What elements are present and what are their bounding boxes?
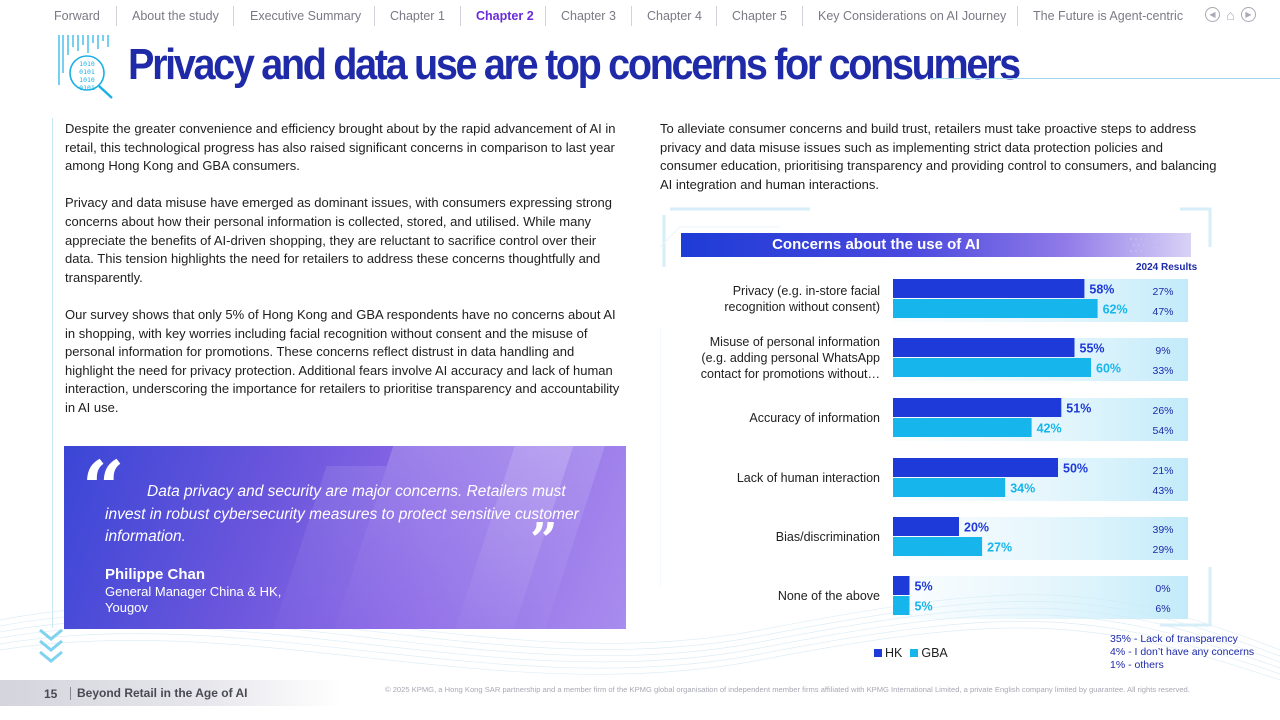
top-navigation: Forward About the study Executive Summar… [0, 0, 1280, 32]
legend-item-hk: HK [874, 646, 902, 660]
left-column-rule [52, 118, 53, 628]
nav-separator [116, 6, 117, 26]
nav-chapter-1[interactable]: Chapter 1 [390, 9, 445, 23]
note-line: 4% - I don’t have any concerns [1110, 646, 1255, 658]
category-label: Privacy (e.g. in-store facial recognition… [724, 283, 880, 315]
page-number: 15 [44, 687, 58, 701]
left-body-text: Despite the greater convenience and effi… [65, 120, 621, 436]
nav-separator [374, 6, 375, 26]
category-label-line: Accuracy of information [749, 410, 880, 425]
category-label: Lack of human interaction [737, 470, 880, 486]
nav-chapter-2[interactable]: Chapter 2 [476, 9, 534, 23]
category-label-line: recognition without consent) [724, 299, 880, 314]
chart-title: Concerns about the use of AI [772, 236, 980, 253]
quote-author-role: General Manager China & HK, Yougov [105, 584, 325, 616]
nav-separator [545, 6, 546, 26]
nav-chapter-5[interactable]: Chapter 5 [732, 9, 787, 23]
nav-about-the-study[interactable]: About the study [132, 9, 219, 23]
category-label-line: None of the above [777, 588, 880, 603]
nav-future-agent-centric[interactable]: The Future is Agent-centric [1033, 9, 1184, 23]
note-line: 35% - Lack of transparency [1110, 633, 1238, 645]
quote-role-line: Yougov [105, 600, 148, 615]
quote-text: Data privacy and security are major conc… [105, 481, 595, 549]
binary-text: 0101 [79, 84, 95, 92]
chart-header-band [681, 233, 1191, 257]
quote-role-line: General Manager China & HK, [105, 584, 282, 599]
quote-body: Data privacy and security are major conc… [105, 483, 579, 545]
right-body-text: To alleviate consumer concerns and build… [660, 121, 1217, 192]
paragraph: Despite the greater convenience and effi… [65, 121, 616, 174]
category-label-line: Privacy (e.g. in-store facial [732, 283, 880, 298]
category-label-line: (e.g. adding personal WhatsApp [701, 350, 880, 365]
nav-separator [233, 6, 234, 26]
scroll-down-chevrons-icon [39, 628, 63, 663]
back-icon[interactable]: ◀ [1205, 7, 1220, 22]
nav-chapter-4[interactable]: Chapter 4 [647, 9, 702, 23]
category-label: None of the above [778, 588, 880, 604]
paragraph: Privacy and data misuse have emerged as … [65, 195, 612, 285]
category-label-line: Lack of human interaction [736, 470, 880, 485]
category-label-line: Bias/discrimination [775, 529, 880, 544]
nav-separator [460, 6, 461, 26]
open-quote-icon: “ [82, 446, 125, 532]
binary-text: 0101 [79, 68, 95, 76]
title-rule [930, 78, 1280, 79]
binary-text: 1010 [79, 76, 95, 84]
nav-separator [631, 6, 632, 26]
home-icon[interactable]: ⌂ [1226, 6, 1235, 23]
nav-icon-group: ◀ ⌂ ▶ [1205, 6, 1256, 23]
legend-item-gba: GBA [910, 646, 948, 660]
dot-pattern-icon [1129, 237, 1161, 253]
category-label: Accuracy of information [749, 410, 880, 426]
nav-executive-summary[interactable]: Executive Summary [250, 9, 362, 23]
binary-text: 1010 [79, 60, 95, 68]
page-title: Privacy and data use are top concerns fo… [128, 40, 1021, 89]
close-quote-icon: ” [530, 513, 558, 569]
legend-label: HK [885, 646, 903, 660]
nav-separator [1017, 6, 1018, 26]
nav-forward[interactable]: Forward [54, 9, 100, 23]
chart-frame [660, 207, 1212, 627]
nav-separator [716, 6, 717, 26]
legend-label: GBA [921, 646, 948, 660]
paragraph: Our survey shows that only 5% of Hong Ko… [65, 306, 620, 415]
quote-author-name: Philippe Chan [105, 566, 206, 583]
forward-icon[interactable]: ▶ [1241, 7, 1256, 22]
category-label: Misuse of personal information (e.g. addi… [701, 334, 880, 382]
category-label: Bias/discrimination [776, 529, 880, 545]
legend-swatch-gba [910, 649, 919, 657]
quote-card [64, 446, 626, 629]
nav-key-considerations[interactable]: Key Considerations on AI Journey [818, 9, 1007, 23]
chart-notes: 35% - Lack of transparency 4% - I don’t … [1110, 633, 1254, 672]
note-line: 1% - others [1110, 659, 1164, 671]
legend-swatch-hk [874, 649, 882, 657]
copyright-notice: © 2025 KPMG, a Hong Kong SAR partnership… [385, 685, 1190, 694]
nav-chapter-3[interactable]: Chapter 3 [561, 9, 616, 23]
chart-legend: HK GBA [874, 646, 948, 660]
footer-title: Beyond Retail in the Age of AI [70, 687, 247, 700]
binary-magnifier-icon: 1010 0101 1010 0101 [58, 35, 113, 99]
footer-band [0, 680, 340, 706]
category-label-line: contact for promotions without… [700, 366, 880, 381]
nav-separator [802, 6, 803, 26]
comparison-header: 2024 Results [1136, 262, 1198, 273]
category-label-line: Misuse of personal information [709, 334, 880, 349]
